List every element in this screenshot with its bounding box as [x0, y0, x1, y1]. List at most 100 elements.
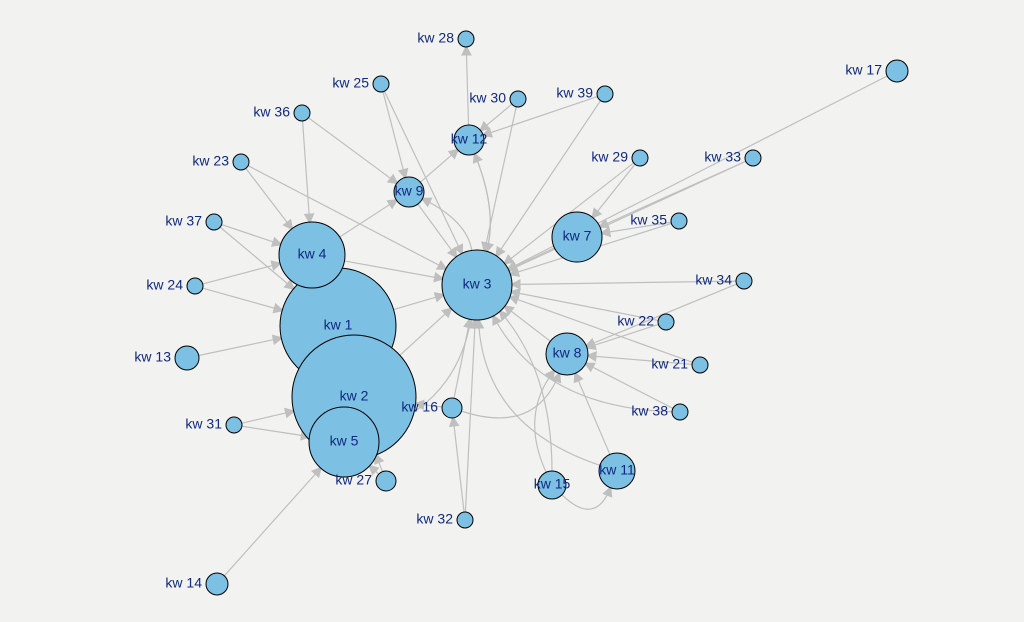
node-circle[interactable] [599, 453, 635, 489]
edge [400, 309, 451, 356]
node-kw15[interactable]: kw 15 [534, 471, 571, 499]
edge [485, 107, 517, 251]
node-label: kw 25 [332, 75, 369, 91]
node-kw8[interactable]: kw 8 [546, 333, 588, 375]
edge [481, 104, 512, 130]
node-kw14[interactable]: kw 14 [165, 573, 228, 595]
node-kw23[interactable]: kw 23 [192, 153, 249, 170]
node-circle[interactable] [457, 512, 473, 528]
node-label: kw 17 [845, 62, 882, 78]
edge [593, 164, 635, 217]
edge [465, 320, 475, 512]
node-kw11[interactable]: kw 11 [599, 453, 635, 489]
edge [308, 118, 396, 183]
node-circle[interactable] [206, 214, 222, 230]
node-label: kw 14 [165, 575, 202, 591]
edge [394, 295, 444, 310]
edge [454, 319, 470, 398]
node-kw5[interactable]: kw 5 [309, 407, 379, 477]
node-circle[interactable] [736, 273, 752, 289]
network-diagram: kw 1kw 2kw 3kw 4kw 5kw 7kw 8kw 9kw 11kw … [0, 0, 1024, 622]
node-kw34[interactable]: kw 34 [695, 272, 752, 289]
node-kw33[interactable]: kw 33 [704, 149, 761, 166]
node-circle[interactable] [294, 105, 310, 121]
node-kw4[interactable]: kw 4 [279, 222, 345, 288]
node-label: kw 13 [134, 349, 171, 365]
edge [203, 288, 282, 310]
edge [422, 199, 471, 251]
edge [370, 466, 379, 474]
node-kw30[interactable]: kw 30 [469, 90, 526, 107]
node-label: kw 37 [165, 213, 202, 229]
node-circle[interactable] [745, 150, 761, 166]
edge [466, 47, 468, 125]
node-kw28[interactable]: kw 28 [417, 30, 474, 47]
node-kw25[interactable]: kw 25 [332, 75, 389, 92]
edge [453, 418, 464, 512]
node-circle[interactable] [373, 76, 389, 92]
edge [483, 97, 597, 136]
node-circle[interactable] [442, 250, 512, 320]
node-circle[interactable] [632, 150, 648, 166]
edge [509, 248, 555, 270]
edge [602, 222, 671, 233]
node-kw9[interactable]: kw 9 [394, 177, 424, 207]
node-kw32[interactable]: kw 32 [416, 511, 473, 528]
node-circle[interactable] [597, 86, 613, 102]
node-circle[interactable] [552, 212, 602, 262]
node-circle[interactable] [692, 357, 708, 373]
node-circle[interactable] [886, 60, 908, 82]
node-label: kw 39 [556, 85, 593, 101]
edge [461, 374, 559, 418]
node-kw36[interactable]: kw 36 [253, 104, 310, 121]
edge [242, 426, 310, 436]
node-circle[interactable] [187, 278, 203, 294]
node-circle[interactable] [510, 91, 526, 107]
edge [384, 91, 461, 253]
node-circle[interactable] [458, 31, 474, 47]
edge [376, 455, 382, 472]
node-circle[interactable] [442, 398, 462, 418]
graph-canvas: kw 1kw 2kw 3kw 4kw 5kw 7kw 8kw 9kw 11kw … [0, 0, 1024, 622]
node-label: kw 32 [416, 511, 453, 527]
node-kw13[interactable]: kw 13 [134, 346, 199, 370]
node-kw17[interactable]: kw 17 [845, 60, 908, 82]
node-kw3[interactable]: kw 3 [442, 250, 512, 320]
node-circle[interactable] [279, 222, 345, 288]
node-kw24[interactable]: kw 24 [146, 277, 203, 294]
node-kw31[interactable]: kw 31 [185, 416, 242, 433]
node-label: kw 31 [185, 416, 222, 432]
node-circle[interactable] [672, 404, 688, 420]
node-label: kw 28 [417, 30, 454, 46]
edge [224, 468, 320, 576]
node-kw29[interactable]: kw 29 [591, 149, 648, 166]
node-kw35[interactable]: kw 35 [630, 212, 687, 229]
edge [416, 404, 442, 407]
edge [512, 281, 736, 284]
node-circle[interactable] [175, 346, 199, 370]
node-circle[interactable] [671, 213, 687, 229]
node-circle[interactable] [309, 407, 379, 477]
node-circle[interactable] [658, 314, 674, 330]
node-circle[interactable] [454, 125, 484, 155]
edge [511, 292, 658, 321]
node-layer: kw 1kw 2kw 3kw 4kw 5kw 7kw 8kw 9kw 11kw … [134, 30, 908, 595]
edge [340, 200, 397, 237]
edge [246, 168, 292, 228]
edge [303, 121, 310, 222]
node-circle[interactable] [376, 471, 396, 491]
node-kw37[interactable]: kw 37 [165, 213, 222, 230]
node-circle[interactable] [394, 177, 424, 207]
node-circle[interactable] [546, 333, 588, 375]
edge [242, 411, 294, 423]
node-circle[interactable] [233, 154, 249, 170]
node-circle[interactable] [206, 573, 228, 595]
edge [222, 225, 281, 245]
node-circle[interactable] [538, 471, 566, 499]
node-circle[interactable] [226, 417, 242, 433]
node-kw39[interactable]: kw 39 [556, 85, 613, 102]
edge [562, 488, 610, 509]
edge [199, 338, 282, 355]
edge [505, 306, 551, 341]
node-kw7[interactable]: kw 7 [552, 212, 602, 262]
